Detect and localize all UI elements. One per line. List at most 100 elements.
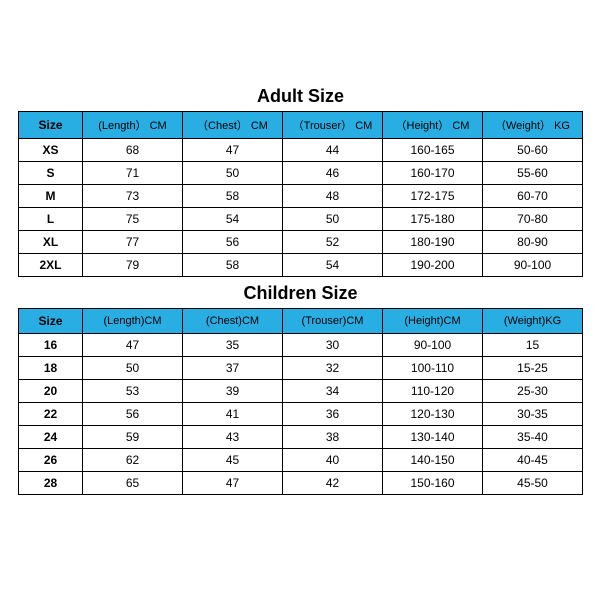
value-cell: 190-200 — [383, 254, 483, 277]
table-row: XS684744160-16550-60 — [19, 139, 583, 162]
children-header-cell: (Trouser)CM — [283, 309, 383, 334]
value-cell: 80-90 — [483, 231, 583, 254]
value-cell: 120-130 — [383, 403, 483, 426]
adult-header-cell: （Chest） CM — [183, 112, 283, 139]
value-cell: 90-100 — [483, 254, 583, 277]
size-cell: S — [19, 162, 83, 185]
size-cell: 18 — [19, 357, 83, 380]
value-cell: 68 — [83, 139, 183, 162]
size-cell: XS — [19, 139, 83, 162]
value-cell: 37 — [183, 357, 283, 380]
children-header-cell: (Chest)CM — [183, 309, 283, 334]
children-header-cell: (Weight)KG — [483, 309, 583, 334]
value-cell: 45 — [183, 449, 283, 472]
value-cell: 56 — [83, 403, 183, 426]
adult-header-cell: (Length） CM — [83, 112, 183, 139]
size-cell: 24 — [19, 426, 83, 449]
children-header-cell: Size — [19, 309, 83, 334]
value-cell: 36 — [283, 403, 383, 426]
value-cell: 50-60 — [483, 139, 583, 162]
children-header-row: Size(Length)CM(Chest)CM(Trouser)CM(Heigh… — [19, 309, 583, 334]
value-cell: 30-35 — [483, 403, 583, 426]
value-cell: 70-80 — [483, 208, 583, 231]
size-cell: 28 — [19, 472, 83, 495]
value-cell: 55-60 — [483, 162, 583, 185]
value-cell: 47 — [183, 139, 283, 162]
value-cell: 38 — [283, 426, 383, 449]
children-title: Children Size — [19, 277, 583, 309]
table-row: 2XL795854190-20090-100 — [19, 254, 583, 277]
table-row: XL775652180-19080-90 — [19, 231, 583, 254]
value-cell: 35-40 — [483, 426, 583, 449]
value-cell: 43 — [183, 426, 283, 449]
value-cell: 50 — [283, 208, 383, 231]
table-row: 24594338130-14035-40 — [19, 426, 583, 449]
table-row: 28654742150-16045-50 — [19, 472, 583, 495]
value-cell: 48 — [283, 185, 383, 208]
adult-header-cell: （Height） CM — [383, 112, 483, 139]
value-cell: 60-70 — [483, 185, 583, 208]
value-cell: 50 — [183, 162, 283, 185]
value-cell: 160-165 — [383, 139, 483, 162]
value-cell: 25-30 — [483, 380, 583, 403]
value-cell: 30 — [283, 334, 383, 357]
size-cell: XL — [19, 231, 83, 254]
value-cell: 65 — [83, 472, 183, 495]
adult-header-cell: （Weight） KG — [483, 112, 583, 139]
value-cell: 52 — [283, 231, 383, 254]
table-row: 22564136120-13030-35 — [19, 403, 583, 426]
value-cell: 40-45 — [483, 449, 583, 472]
adult-title: Adult Size — [19, 80, 583, 112]
value-cell: 100-110 — [383, 357, 483, 380]
value-cell: 40 — [283, 449, 383, 472]
adult-header-row: Size(Length） CM（Chest） CM（Trouser） CM（He… — [19, 112, 583, 139]
value-cell: 62 — [83, 449, 183, 472]
value-cell: 58 — [183, 185, 283, 208]
table-row: M735848172-17560-70 — [19, 185, 583, 208]
value-cell: 54 — [283, 254, 383, 277]
value-cell: 77 — [83, 231, 183, 254]
value-cell: 32 — [283, 357, 383, 380]
value-cell: 79 — [83, 254, 183, 277]
table-row: L755450175-18070-80 — [19, 208, 583, 231]
size-cell: 2XL — [19, 254, 83, 277]
value-cell: 53 — [83, 380, 183, 403]
table-row: 1647353090-10015 — [19, 334, 583, 357]
value-cell: 90-100 — [383, 334, 483, 357]
children-header-cell: (Height)CM — [383, 309, 483, 334]
table-row: S715046160-17055-60 — [19, 162, 583, 185]
value-cell: 58 — [183, 254, 283, 277]
children-header-cell: (Length)CM — [83, 309, 183, 334]
size-tables: Adult SizeSize(Length） CM（Chest） CM（Trou… — [18, 80, 583, 495]
table-row: 26624540140-15040-45 — [19, 449, 583, 472]
table-row: 20533934110-12025-30 — [19, 380, 583, 403]
value-cell: 34 — [283, 380, 383, 403]
value-cell: 160-170 — [383, 162, 483, 185]
adult-header-cell: （Trouser） CM — [283, 112, 383, 139]
value-cell: 45-50 — [483, 472, 583, 495]
size-cell: 22 — [19, 403, 83, 426]
value-cell: 175-180 — [383, 208, 483, 231]
value-cell: 54 — [183, 208, 283, 231]
value-cell: 41 — [183, 403, 283, 426]
size-chart-page: Adult SizeSize(Length） CM（Chest） CM（Trou… — [0, 0, 600, 600]
value-cell: 42 — [283, 472, 383, 495]
value-cell: 47 — [183, 472, 283, 495]
value-cell: 75 — [83, 208, 183, 231]
table-row: 18503732100-11015-25 — [19, 357, 583, 380]
size-cell: 26 — [19, 449, 83, 472]
size-cell: L — [19, 208, 83, 231]
children-title-row: Children Size — [19, 277, 583, 309]
value-cell: 73 — [83, 185, 183, 208]
value-cell: 50 — [83, 357, 183, 380]
value-cell: 59 — [83, 426, 183, 449]
value-cell: 110-120 — [383, 380, 483, 403]
value-cell: 15-25 — [483, 357, 583, 380]
adult-title-row: Adult Size — [19, 80, 583, 112]
value-cell: 44 — [283, 139, 383, 162]
size-cell: 20 — [19, 380, 83, 403]
value-cell: 47 — [83, 334, 183, 357]
value-cell: 172-175 — [383, 185, 483, 208]
value-cell: 71 — [83, 162, 183, 185]
value-cell: 150-160 — [383, 472, 483, 495]
